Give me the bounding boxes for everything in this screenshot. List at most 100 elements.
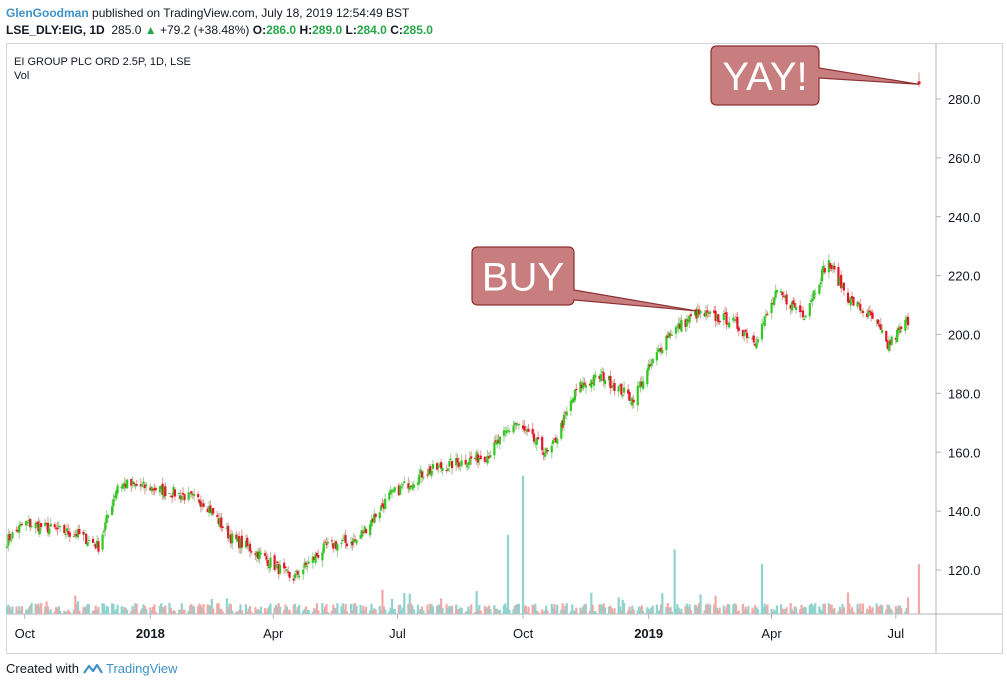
volume-bar (554, 610, 557, 614)
x-tick-label: 2019 (634, 626, 663, 641)
candle-body (359, 534, 362, 539)
volume-bar (617, 597, 620, 614)
volume-bar (293, 603, 297, 614)
candle-body (561, 420, 564, 428)
volume-bar (259, 606, 263, 614)
candle-body (695, 309, 698, 319)
candle-body (715, 314, 719, 320)
chart-legend: EI GROUP PLC ORD 2.5P, 1D, LSE Vol (14, 55, 191, 83)
volume-bar (74, 595, 77, 614)
close-label: C: (390, 23, 403, 37)
volume-bar (599, 604, 602, 614)
candle-body (317, 555, 320, 558)
open-label: O: (252, 23, 267, 37)
candle-body (390, 489, 394, 493)
volume-bar (38, 606, 41, 614)
candle-body (812, 290, 815, 300)
candle-body (621, 395, 624, 397)
candle-body (801, 310, 805, 318)
volume-bar (311, 611, 314, 614)
volume-bar (696, 607, 699, 614)
candle-body (688, 315, 691, 323)
x-tick-label: Oct (513, 626, 534, 641)
volume-bar (467, 606, 470, 614)
volume-bar (541, 609, 544, 614)
candle-body (818, 284, 821, 294)
symbol-label: LSE_DLY:EIG, 1D (6, 23, 105, 37)
candle-body (579, 381, 582, 393)
candle-body (504, 430, 507, 432)
volume-bar (866, 608, 869, 614)
candle-body (678, 323, 682, 329)
candle-body (104, 522, 107, 531)
volume-bar (269, 603, 272, 614)
volume-bar (164, 605, 167, 614)
candle-body (210, 508, 213, 515)
candle-body (355, 539, 358, 544)
candle-body (151, 489, 155, 491)
volume-bar (102, 603, 106, 614)
volume-bar (741, 603, 744, 614)
volume-bar (330, 610, 334, 614)
volume-bar (676, 604, 679, 614)
volume-bar (875, 603, 878, 614)
candle-body (65, 528, 69, 532)
candle-body (709, 311, 712, 314)
candle-body (479, 455, 482, 460)
volume-bar (239, 604, 242, 614)
volume-bar (666, 603, 669, 614)
candle-body (229, 534, 233, 544)
candle-body (78, 528, 81, 534)
candle-body (889, 340, 892, 345)
volume-bar (770, 608, 773, 614)
tradingview-link[interactable]: TradingView (83, 661, 178, 676)
candle-body (82, 532, 85, 535)
candle-body (878, 324, 881, 327)
candle-body (217, 518, 220, 524)
candle-body (29, 519, 32, 528)
candle-body (822, 265, 825, 273)
volume-bar (771, 611, 775, 614)
volume-bar (588, 610, 592, 614)
candle-body (627, 389, 630, 394)
candle-body (190, 491, 193, 494)
candle-body (670, 334, 673, 336)
candle-body (785, 294, 788, 305)
volume-bar (240, 610, 243, 614)
candle-body (565, 411, 568, 416)
candle-body (840, 274, 843, 289)
candle-body (53, 524, 56, 528)
candle-body (20, 524, 24, 526)
volume-bar (602, 603, 605, 614)
volume-bar (143, 606, 146, 614)
volume-bar (879, 604, 882, 614)
candle-body (265, 556, 268, 560)
candle-body (803, 319, 806, 321)
volume-bar (598, 604, 601, 614)
volume-bar (745, 609, 749, 614)
candle-body (9, 539, 13, 541)
volume-bar (867, 609, 870, 614)
volume-bar (126, 610, 129, 614)
volume-bar (632, 609, 635, 614)
candle-body (44, 522, 47, 526)
volume-bar (505, 607, 508, 614)
volume-bar (684, 605, 687, 614)
candle-body (143, 484, 146, 489)
candle-body (57, 525, 60, 527)
volume-bar (197, 606, 200, 614)
candle-body (760, 324, 764, 340)
volume-bar (91, 610, 95, 614)
candle-body (771, 303, 775, 305)
candle-body (773, 297, 776, 305)
candle-body (831, 265, 835, 268)
candle-body (613, 382, 616, 391)
volume-bar (857, 608, 861, 614)
volume-bar (207, 605, 211, 614)
candle-body (617, 386, 620, 392)
volume-bar (18, 606, 21, 614)
volume-bar (27, 607, 30, 614)
author-link[interactable]: GlenGoodman (6, 6, 89, 20)
candle-body (236, 536, 239, 542)
